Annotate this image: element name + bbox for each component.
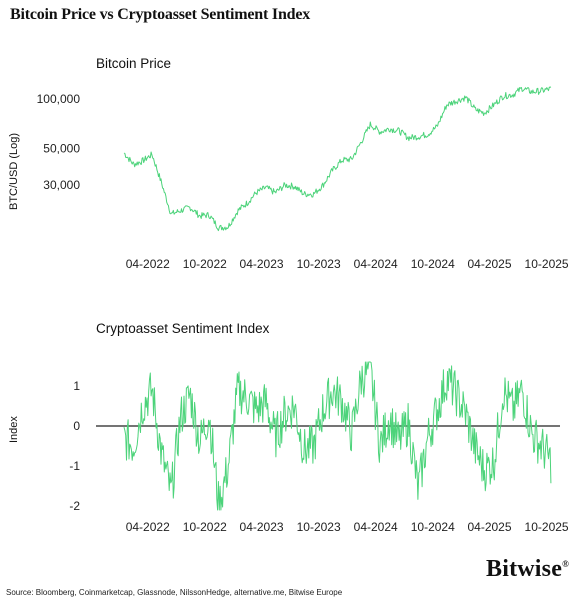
bitwise-logo: Bitwise® [486, 556, 569, 582]
x-tick-label: 10-2024 [411, 257, 455, 271]
y-tick-label: -2 [69, 499, 80, 513]
x-tick-label: 04-2024 [354, 257, 398, 271]
y-tick-label: 0 [73, 419, 80, 433]
x-tick-label: 10-2025 [525, 257, 569, 271]
x-tick-label: 10-2023 [297, 520, 341, 534]
series-line [123, 361, 552, 511]
y-tick-label: 50,000 [43, 141, 80, 155]
x-tick-label: 10-2022 [183, 257, 227, 271]
bitcoin-price-panel-title: Bitcoin Price [96, 56, 172, 71]
x-tick-label: 10-2025 [525, 520, 569, 534]
x-tick-label: 04-2022 [126, 520, 170, 534]
chart-title: Bitcoin Price vs Cryptoasset Sentiment I… [10, 6, 311, 23]
x-tick-label: 04-2025 [467, 257, 511, 271]
sentiment-index-panel-title: Cryptoasset Sentiment Index [96, 321, 270, 336]
y-tick-label: -1 [69, 459, 80, 473]
x-tick-label: 10-2022 [183, 520, 227, 534]
x-tick-label: 04-2023 [240, 257, 284, 271]
source-note: Source: Bloomberg, Coinmarketcap, Glassn… [6, 588, 343, 597]
x-tick-label: 04-2025 [467, 520, 511, 534]
y-tick-label: 100,000 [37, 92, 81, 106]
y-tick-label: 30,000 [43, 178, 80, 192]
x-tick-label: 04-2023 [240, 520, 284, 534]
x-tick-label: 10-2024 [411, 520, 455, 534]
series-line [123, 86, 552, 232]
x-tick-label: 10-2023 [297, 257, 341, 271]
y-tick-label: 1 [73, 379, 80, 393]
x-tick-label: 04-2024 [354, 520, 398, 534]
x-tick-label: 04-2022 [126, 257, 170, 271]
